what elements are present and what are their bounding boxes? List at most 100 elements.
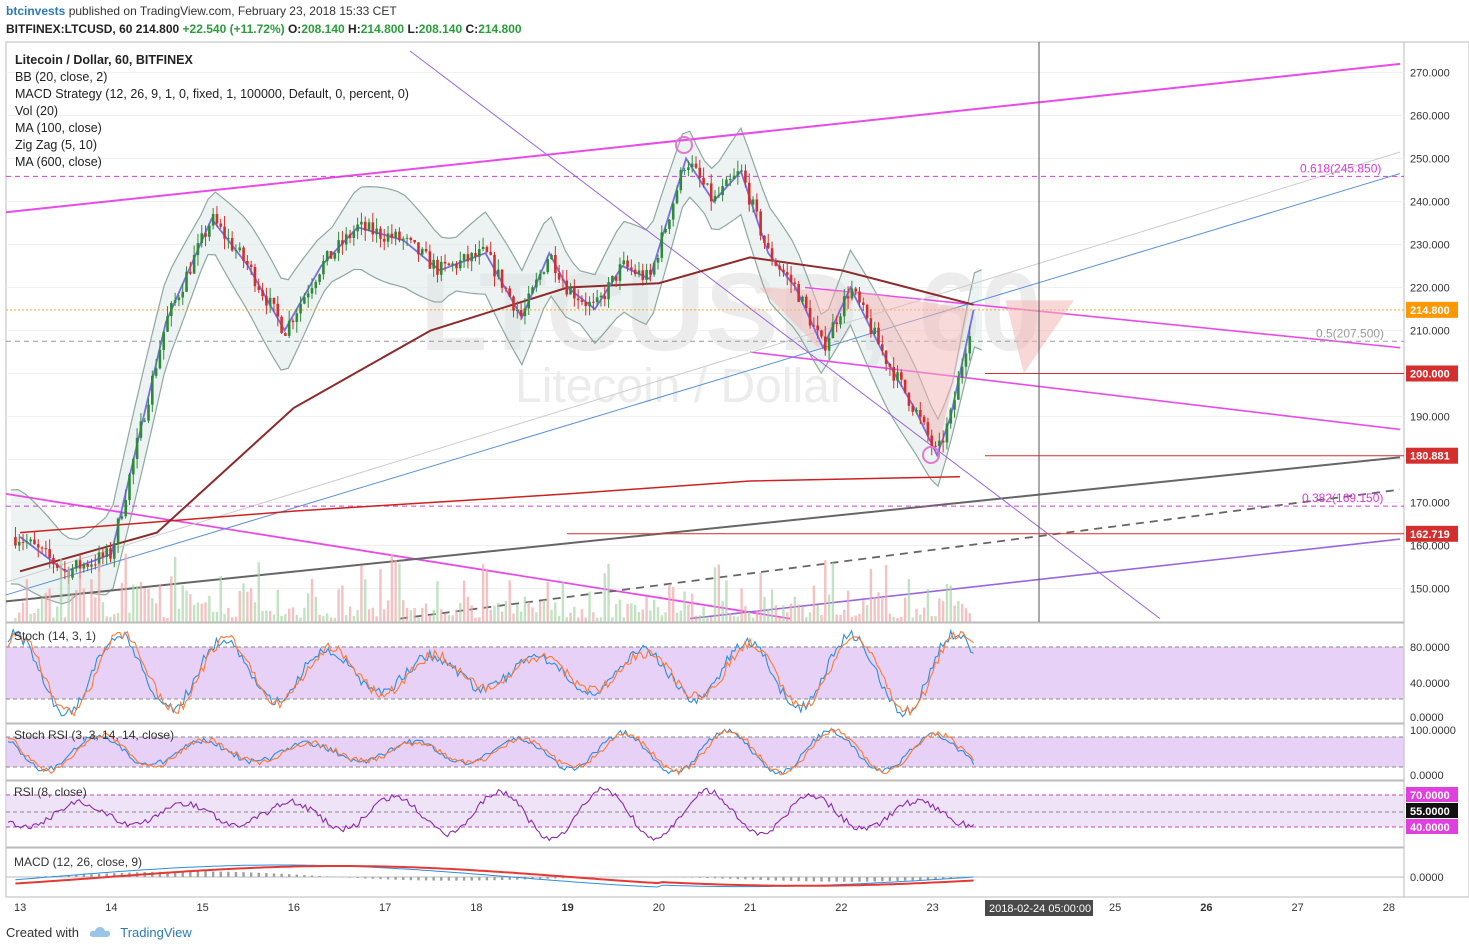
candle-body — [356, 224, 359, 232]
volume-bar — [14, 617, 17, 622]
volume-bar — [683, 591, 686, 622]
candle-body — [744, 170, 747, 183]
volume-bar — [839, 614, 842, 622]
macd-hist-bar — [326, 876, 329, 877]
volume-bar — [896, 617, 899, 622]
candle-body — [401, 238, 405, 241]
macd-hist-bar — [234, 871, 238, 877]
volume-bar — [192, 604, 196, 622]
author-name[interactable]: btcinvests — [6, 4, 66, 18]
volume-bar — [607, 563, 610, 622]
price-axis — [1403, 41, 1469, 898]
volume-bar — [238, 590, 241, 622]
volume-bar — [824, 560, 827, 622]
volume-bar — [903, 597, 907, 622]
candle-body — [55, 564, 59, 568]
volume-bar — [671, 586, 675, 622]
publish-header: btcinvests published on TradingView.com,… — [6, 4, 397, 18]
macd-hist-bar — [919, 877, 922, 881]
macd-hist-bar — [713, 877, 717, 879]
volume-bar — [364, 579, 367, 622]
volume-bar — [447, 615, 451, 622]
volume-bar — [375, 616, 378, 622]
volume-bar — [930, 616, 933, 622]
candle-body — [424, 249, 428, 252]
macd-pane — [5, 847, 1405, 898]
candle-body — [417, 242, 420, 255]
legend-item: Zig Zag (5, 10) — [15, 138, 97, 152]
candle-body — [770, 248, 774, 262]
channel-upper-line — [5, 62, 1401, 214]
volume-bar — [124, 553, 127, 622]
volume-bar — [622, 617, 625, 622]
candle-body — [957, 377, 960, 400]
candle-body — [40, 547, 44, 549]
x-tick-label: 19 — [562, 902, 574, 914]
volume-bar — [751, 617, 755, 622]
volume-bar — [862, 600, 865, 622]
candle-body — [649, 269, 652, 275]
candle-body — [960, 366, 964, 378]
volume-bar — [535, 612, 538, 622]
volume-bar — [151, 597, 154, 622]
symbol-label: BITFINEX:LTCUSD, 60 — [6, 22, 133, 36]
macd-hist-bar — [257, 872, 260, 877]
volume-bar — [318, 614, 321, 622]
volume-bar — [938, 598, 941, 622]
candle-body — [900, 372, 903, 380]
tradingview-brand[interactable]: TradingView — [120, 925, 192, 940]
macd-hist-bar — [227, 871, 230, 877]
candle-body — [607, 282, 610, 300]
volume-bar — [405, 607, 409, 622]
candle-body — [884, 350, 888, 365]
volume-bar — [550, 609, 553, 622]
candle-body — [329, 251, 333, 259]
volume-bar — [877, 592, 880, 622]
rsi-badge: 40.0000 — [1410, 822, 1450, 834]
candle-body — [592, 301, 595, 303]
volume-bar — [63, 617, 67, 622]
volume-bar — [759, 572, 762, 622]
candle-body — [922, 416, 926, 423]
macd-hist-bar — [173, 871, 177, 877]
candle-body — [181, 291, 185, 298]
macd-hist-bar — [204, 871, 207, 877]
volume-bar — [402, 600, 405, 622]
candle-body — [74, 560, 78, 569]
candle-body — [204, 233, 207, 237]
volume-bar — [208, 595, 211, 622]
macd-hist-bar — [865, 877, 869, 882]
fib-618-label: 0.618(245.850) — [1300, 161, 1381, 175]
candle-body — [709, 183, 713, 202]
legend-item: MA (600, close) — [15, 155, 102, 169]
rsi-badge-bg — [1406, 787, 1458, 802]
candle-body — [698, 167, 702, 178]
fib-5-label: 0.5(207.500) — [1316, 326, 1384, 340]
volume-bar — [386, 600, 390, 622]
crosshair-date-label: 2018-02-24 05:00:00 — [989, 903, 1091, 915]
volume-bar — [531, 607, 534, 622]
volume-bar — [306, 593, 310, 622]
volume-bar — [702, 606, 705, 622]
candle-body — [626, 260, 629, 268]
candle-body — [759, 211, 762, 236]
candle-body — [892, 366, 896, 381]
candle-body — [831, 322, 835, 339]
candle-body — [740, 170, 743, 172]
volume-bar — [371, 607, 375, 622]
volume-bar — [778, 617, 781, 622]
candle-body — [862, 302, 865, 306]
volume-bar — [953, 605, 956, 622]
chart-area[interactable]: LTCUSD, 60 Litecoin / Dollar 0.618(245.850… — [0, 40, 1469, 920]
x-tick-label: 25 — [1109, 902, 1121, 914]
midline — [749, 351, 1401, 431]
volume-bar — [421, 607, 424, 622]
candle-body — [272, 297, 276, 304]
candle-body — [386, 233, 390, 242]
candle-body — [458, 260, 462, 269]
created-with-label: Created with — [6, 925, 79, 940]
candle-body — [599, 295, 603, 298]
volume-bar — [744, 606, 747, 622]
macd-hist-bar — [759, 877, 762, 880]
